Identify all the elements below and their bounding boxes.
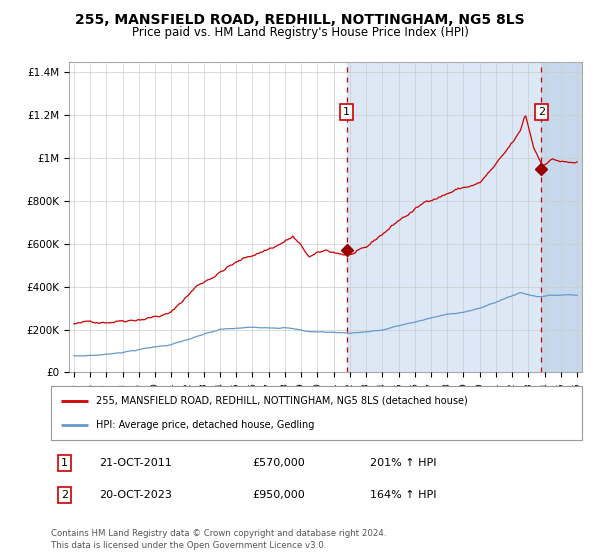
Text: This data is licensed under the Open Government Licence v3.0.: This data is licensed under the Open Gov…: [51, 542, 326, 550]
Text: 255, MANSFIELD ROAD, REDHILL, NOTTINGHAM, NG5 8LS (detached house): 255, MANSFIELD ROAD, REDHILL, NOTTINGHAM…: [96, 396, 468, 406]
Bar: [541, 62, 598, 372]
Text: 20-OCT-2023: 20-OCT-2023: [99, 490, 172, 500]
Text: 255, MANSFIELD ROAD, REDHILL, NOTTINGHAM, NG5 8LS: 255, MANSFIELD ROAD, REDHILL, NOTTINGHAM…: [75, 13, 525, 27]
Text: 164% ↑ HPI: 164% ↑ HPI: [370, 490, 436, 500]
Text: Price paid vs. HM Land Registry's House Price Index (HPI): Price paid vs. HM Land Registry's House …: [131, 26, 469, 39]
Text: 1: 1: [343, 107, 350, 117]
Text: 1: 1: [61, 458, 68, 468]
Text: 2: 2: [538, 107, 545, 117]
FancyBboxPatch shape: [51, 386, 582, 440]
Text: 21-OCT-2011: 21-OCT-2011: [99, 458, 172, 468]
Text: 2: 2: [61, 490, 68, 500]
Bar: [347, 62, 598, 372]
Text: £570,000: £570,000: [253, 458, 305, 468]
Text: HPI: Average price, detached house, Gedling: HPI: Average price, detached house, Gedl…: [96, 420, 314, 430]
Text: 201% ↑ HPI: 201% ↑ HPI: [370, 458, 436, 468]
Text: Contains HM Land Registry data © Crown copyright and database right 2024.: Contains HM Land Registry data © Crown c…: [51, 529, 386, 538]
Text: £950,000: £950,000: [253, 490, 305, 500]
